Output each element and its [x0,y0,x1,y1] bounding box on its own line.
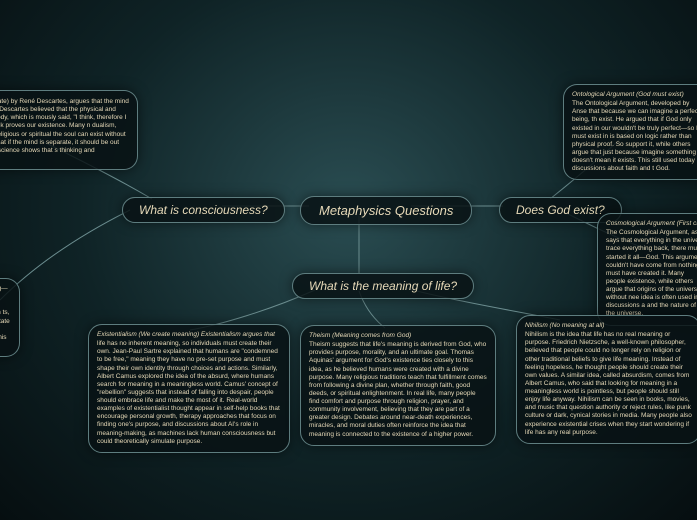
leaf-existentialism-title: Existentialism (We create meaning) Exist… [97,331,281,339]
question-consciousness-label: What is consciousness? [139,203,268,217]
central-node[interactable]: Metaphysics Questions [300,196,472,225]
question-meaning-label: What is the meaning of life? [309,279,457,293]
leaf-dualism[interactable]: ody are separate) by René Descartes, arg… [0,90,138,170]
leaf-cosmological-body: The Cosmological Argument, as says that … [606,229,697,317]
question-god-label: Does God exist? [516,203,605,217]
central-label: Metaphysics Questions [319,203,453,218]
leaf-existentialism-body: life has no inherent meaning, so individ… [97,340,280,445]
leaf-theism-title: Theism (Meaning comes from God) [309,332,487,340]
leaf-nihilism-body: Nihilism is the idea that life has no re… [525,331,692,436]
question-meaning[interactable]: What is the meaning of life? [292,273,474,299]
leaf-existentialism[interactable]: Existentialism (We create meaning) Exist… [88,324,290,453]
leaf-ontological-body: The Ontological Argument, developed by A… [572,100,697,172]
leaf-cosmological-title: Cosmological Argument (First ca [606,220,697,228]
leaf-dualism-body: ody are separate) by René Descartes, arg… [0,98,129,162]
leaf-theism-body: Theism suggests that life's meaning is d… [309,341,487,437]
leaf-nihilism-title: Nihilism (No meaning at all) [525,322,692,330]
question-consciousness[interactable]: What is consciousness? [122,197,285,223]
leaf-ontological[interactable]: Ontological Argument (God must exist) Th… [563,84,697,180]
leaf-theism[interactable]: Theism (Meaning comes from God) Theism s… [300,325,496,446]
leaf-cosmological[interactable]: Cosmological Argument (First ca The Cosm… [597,213,697,326]
leaf-nihilism[interactable]: Nihilism (No meaning at all) Nihilism is… [516,315,697,444]
leaf-physicalism-body: ts that g—even veness, tion can ts, some… [0,285,10,349]
leaf-ontological-title: Ontological Argument (God must exist) [572,91,697,99]
leaf-physicalism[interactable]: ts that g—even veness, tion can ts, some… [0,278,20,357]
